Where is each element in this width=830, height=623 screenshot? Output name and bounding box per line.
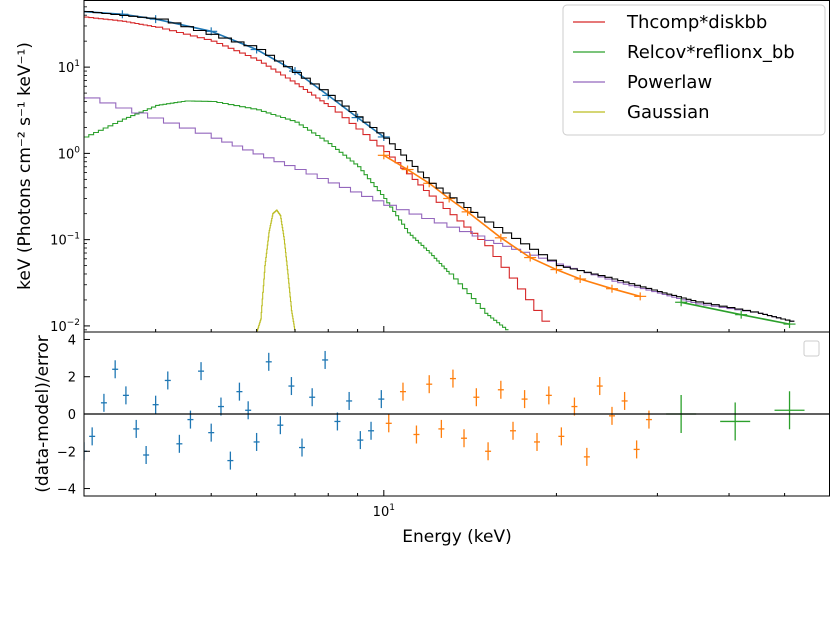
residuals-y-axis-label: (data-model)/error [33, 335, 53, 493]
spectrum-series-line-7 [84, 11, 795, 322]
spectrum-series-line-0 [84, 16, 551, 322]
residuals-y-tick-label: −2 [57, 445, 76, 460]
x-axis-label: Energy (keV) [402, 527, 512, 547]
spectrum-series-0 [84, 16, 551, 322]
residuals-series-1 [385, 369, 652, 466]
legend-label-relcov: Relcov*reflionx_bb [627, 42, 795, 63]
spectrum-series-line-3 [256, 209, 299, 332]
residuals-y-tick-label: 0 [68, 408, 76, 423]
spectrum-series-3 [256, 209, 299, 332]
empty-legend-box [803, 340, 820, 357]
residuals-y-tick-label: 2 [68, 371, 76, 386]
residuals-y-tick-label: −4 [57, 483, 76, 498]
legend-frame [562, 4, 826, 136]
spectrum-series-7 [84, 11, 795, 322]
legend-entry-powerlaw: Powerlaw [573, 72, 712, 93]
legend-label-thcomp: Thcomp*diskbb [626, 12, 767, 33]
spectrum-series-line-1 [84, 100, 509, 331]
legend: Thcomp*diskbb Relcov*reflionx_bb Powerla… [562, 4, 826, 136]
residuals-y-tick-label: 4 [68, 333, 76, 348]
spectrum-series-6 [675, 298, 796, 329]
spectrum-series-5 [377, 151, 647, 301]
spectrum-y-axis-label: keV (Photons cm⁻² s⁻¹ keV⁻¹) [15, 42, 35, 290]
residuals-series-group [84, 350, 830, 470]
legend-label-gaussian: Gaussian [627, 102, 710, 123]
spectrum-series-1 [84, 100, 509, 331]
legend-entry-thcomp: Thcomp*diskbb [573, 12, 767, 33]
legend-label-powerlaw: Powerlaw [627, 72, 712, 93]
legend-entry-relcov: Relcov*reflionx_bb [573, 42, 795, 63]
legend-entry-gaussian: Gaussian [573, 102, 710, 123]
spectrum-series-group [84, 7, 796, 332]
